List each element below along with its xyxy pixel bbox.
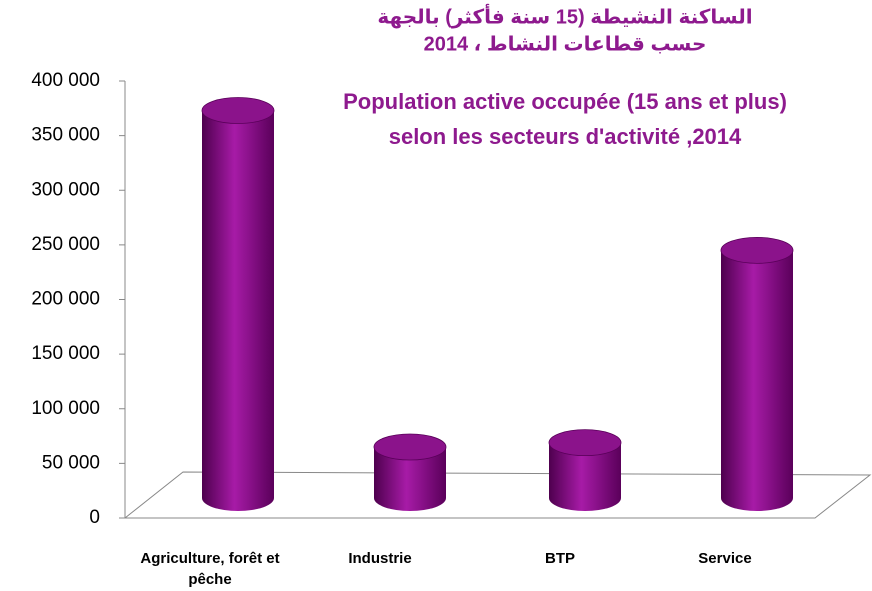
y-tick-label: 200 000 [31, 289, 100, 310]
bar-top [373, 433, 447, 461]
bar-top [720, 236, 794, 264]
bar-top [201, 97, 275, 124]
bar-body [202, 110, 274, 511]
bar [373, 433, 447, 511]
x-tick-label: BTP [545, 550, 575, 567]
chart-title: selon les secteurs d'activité ,2014 [389, 124, 742, 149]
bar [201, 97, 275, 511]
y-tick-label: 50 000 [42, 452, 100, 473]
bar-body [721, 250, 793, 512]
x-tick-label: Service [698, 550, 752, 567]
bar [720, 236, 794, 512]
chart-title: Population active occupée (15 ans et plu… [343, 89, 787, 114]
y-tick-label: 350 000 [31, 125, 100, 146]
bar-body [549, 442, 621, 511]
x-tick-label: Agriculture, forêt et pêche [140, 550, 280, 588]
bar-body [374, 447, 446, 511]
bar-top [548, 429, 622, 457]
y-tick-label: 0 [89, 507, 100, 528]
bar [548, 429, 622, 511]
y-tick-label: 400 000 [31, 70, 100, 91]
y-tick-label: 250 000 [31, 234, 100, 255]
x-tick-label: Industrie [348, 550, 412, 567]
y-tick-label: 100 000 [31, 398, 100, 419]
y-tick-label: 300 000 [31, 179, 100, 200]
chart-title: حسب قطاعات النشاط ، 2014 [424, 33, 707, 55]
y-tick-label: 150 000 [31, 343, 100, 364]
chart-title: الساكنة النشيطة (15 سنة فأكثر) بالجهة [377, 2, 752, 28]
